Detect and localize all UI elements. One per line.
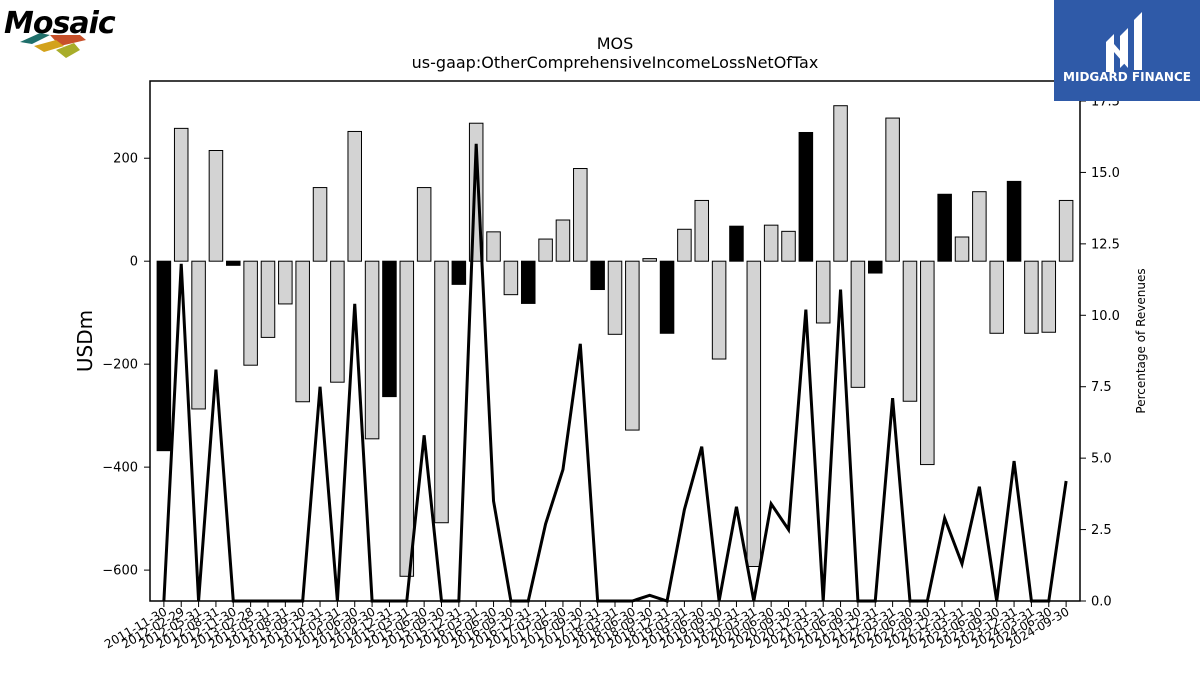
bar xyxy=(746,260,762,568)
bars-layer xyxy=(156,105,1074,577)
y-axis-label-right: Percentage of Revenues xyxy=(1134,268,1148,413)
bar xyxy=(173,127,189,262)
bar xyxy=(920,260,935,466)
bar xyxy=(347,130,363,262)
bar xyxy=(798,131,814,262)
y-tick-label-right: 7.5 xyxy=(1091,380,1112,395)
bar xyxy=(243,260,258,366)
bar xyxy=(520,260,536,304)
logo-tile-green xyxy=(56,43,80,58)
bar xyxy=(625,260,640,431)
bar xyxy=(642,258,657,262)
bar xyxy=(451,260,467,285)
bar xyxy=(503,260,519,296)
bar xyxy=(330,260,345,383)
y-tick-label-right: 10.0 xyxy=(1091,309,1120,324)
bar xyxy=(312,187,328,262)
bar xyxy=(1041,260,1057,333)
bar xyxy=(711,260,727,360)
bar xyxy=(659,260,675,334)
chart-title: MOS xyxy=(597,34,634,53)
bar xyxy=(833,105,848,262)
bar xyxy=(972,191,987,262)
y-axis-left: −600 −400 −200 0 200 xyxy=(102,152,150,579)
bar xyxy=(538,238,553,262)
bar xyxy=(295,260,310,403)
y-tick-label-right: 12.5 xyxy=(1091,237,1120,252)
chart-subtitle: us-gaap:OtherComprehensiveIncomeLossNetO… xyxy=(412,53,819,72)
bar xyxy=(954,236,970,262)
bar xyxy=(226,260,241,266)
plot-frame xyxy=(149,80,1081,602)
y-tick-label-left: −600 xyxy=(102,564,138,579)
bar xyxy=(677,228,692,262)
bar xyxy=(278,260,293,305)
bar xyxy=(382,260,397,398)
mosaic-logo: Mosaic xyxy=(4,2,128,62)
y-tick-label-left: 200 xyxy=(113,152,138,167)
x-axis: 2011-11-302012-02-292012-05-312012-08-31… xyxy=(102,601,1072,651)
bar xyxy=(867,260,883,274)
midgard-logo-text: MIDGARD FINANCE xyxy=(1063,70,1191,84)
bar xyxy=(399,260,415,577)
bar xyxy=(1006,180,1022,262)
bar xyxy=(1058,199,1074,262)
y-tick-label-right: 2.5 xyxy=(1091,523,1112,538)
bar xyxy=(815,260,831,324)
bar xyxy=(573,168,588,262)
y-axis-label-left: USDm xyxy=(73,310,97,372)
bar xyxy=(555,219,571,262)
chart-title-group: MOS us-gaap:OtherComprehensiveIncomeLoss… xyxy=(412,34,819,72)
bar xyxy=(781,230,796,262)
bar xyxy=(156,260,172,452)
bar xyxy=(607,260,623,335)
bar xyxy=(590,260,605,291)
bar xyxy=(885,117,900,262)
bar xyxy=(937,193,952,262)
bar xyxy=(486,231,501,262)
bar xyxy=(1024,260,1039,334)
y-axis-right: 0.02.55.07.510.012.515.017.5 xyxy=(1080,95,1120,610)
y-tick-label-left: 0 xyxy=(130,255,138,270)
bar xyxy=(434,260,449,524)
bar xyxy=(694,199,710,262)
midgard-logo-mark: MIDGARD FINANCE xyxy=(1063,12,1191,84)
midgard-finance-logo: MIDGARD FINANCE xyxy=(1054,0,1200,101)
mosaic-logo-mark: Mosaic xyxy=(4,6,117,58)
logo-tile-teal xyxy=(20,33,50,44)
bar xyxy=(191,260,206,410)
bar xyxy=(364,260,380,440)
bar xyxy=(729,225,744,262)
y-tick-label-right: 0.0 xyxy=(1091,595,1112,610)
bar xyxy=(416,187,432,262)
bar xyxy=(763,224,779,262)
y-tick-label-left: −400 xyxy=(102,461,138,476)
logo-tile-yellow xyxy=(34,40,64,52)
y-tick-label-right: 5.0 xyxy=(1091,452,1112,467)
bar xyxy=(208,150,224,262)
y-tick-label-left: −200 xyxy=(102,358,138,373)
y-tick-label-right: 15.0 xyxy=(1091,166,1120,181)
bar xyxy=(902,260,918,402)
midgard-m-icon xyxy=(1106,12,1142,72)
bar xyxy=(260,260,276,338)
bar xyxy=(850,260,866,388)
bar xyxy=(989,260,1004,334)
